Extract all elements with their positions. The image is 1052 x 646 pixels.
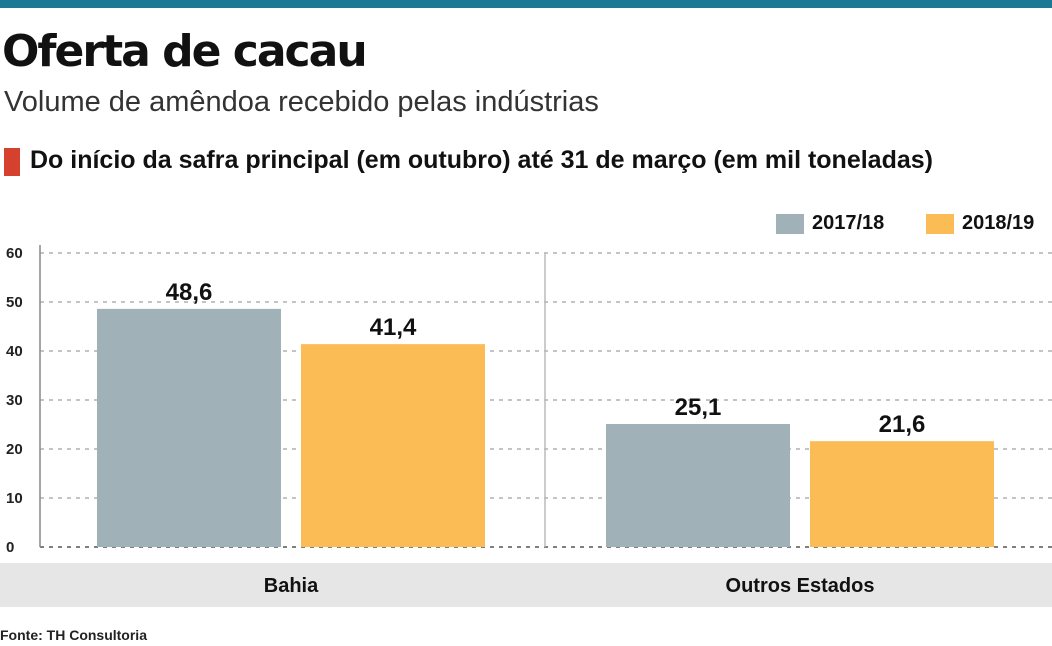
- legend-item-2017-18: 2017/18: [776, 212, 884, 235]
- y-tick-label: 10: [6, 490, 23, 507]
- bar: [810, 441, 994, 547]
- category-label: Bahia: [264, 575, 319, 597]
- chart-subtitle: Volume de amêndoa recebido pelas indústr…: [4, 86, 599, 118]
- data-label: 48,6: [166, 279, 213, 306]
- y-tick-label: 40: [6, 343, 23, 360]
- source-note: Fonte: TH Consultoria: [0, 627, 147, 643]
- y-tick-label: 60: [6, 245, 23, 262]
- data-label: 21,6: [879, 411, 926, 438]
- legend-swatch-2017-18: [776, 213, 804, 234]
- y-tick-label: 30: [6, 392, 23, 409]
- y-tick-label: 50: [6, 294, 23, 311]
- y-tick-label: 0: [6, 539, 14, 556]
- data-label: 25,1: [675, 394, 722, 421]
- y-tick-label: 20: [6, 441, 23, 458]
- legend-swatch-2018-19: [926, 213, 954, 234]
- chart-title: Oferta de cacau: [2, 26, 368, 77]
- legend-label-2018-19: 2018/19: [962, 212, 1035, 234]
- note-marker: [4, 148, 20, 176]
- top-accent-bar: [0, 0, 1052, 8]
- legend-item-2018-19: 2018/19: [926, 212, 1034, 235]
- legend-label-2017-18: 2017/18: [812, 212, 885, 234]
- category-band: [0, 563, 1052, 607]
- bar-chart: 0 10 20 30 40 50 60 48,6 41,4 Bahia 25,1 21,6 Outros…: [0, 245, 1052, 607]
- chart-note: Do início da safra principal (em outubro…: [30, 146, 933, 174]
- category-label: Outros Estados: [726, 575, 875, 597]
- bar: [301, 344, 485, 547]
- bar: [606, 424, 790, 547]
- bar: [97, 308, 281, 547]
- data-label: 41,4: [370, 314, 417, 341]
